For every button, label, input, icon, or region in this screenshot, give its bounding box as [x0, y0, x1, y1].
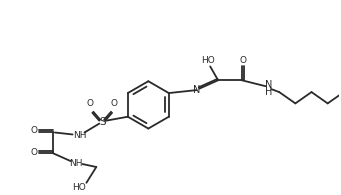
Text: N: N — [193, 85, 200, 95]
Text: O: O — [31, 148, 38, 157]
Text: H: H — [265, 87, 272, 97]
Text: NH: NH — [73, 131, 86, 140]
Text: S: S — [99, 117, 105, 127]
Text: NH: NH — [69, 159, 82, 168]
Text: O: O — [87, 99, 94, 108]
Text: O: O — [239, 56, 246, 65]
Text: O: O — [110, 99, 118, 108]
Text: N: N — [265, 80, 272, 90]
Text: HO: HO — [72, 183, 85, 192]
Text: HO: HO — [202, 56, 215, 65]
Text: O: O — [31, 126, 38, 135]
